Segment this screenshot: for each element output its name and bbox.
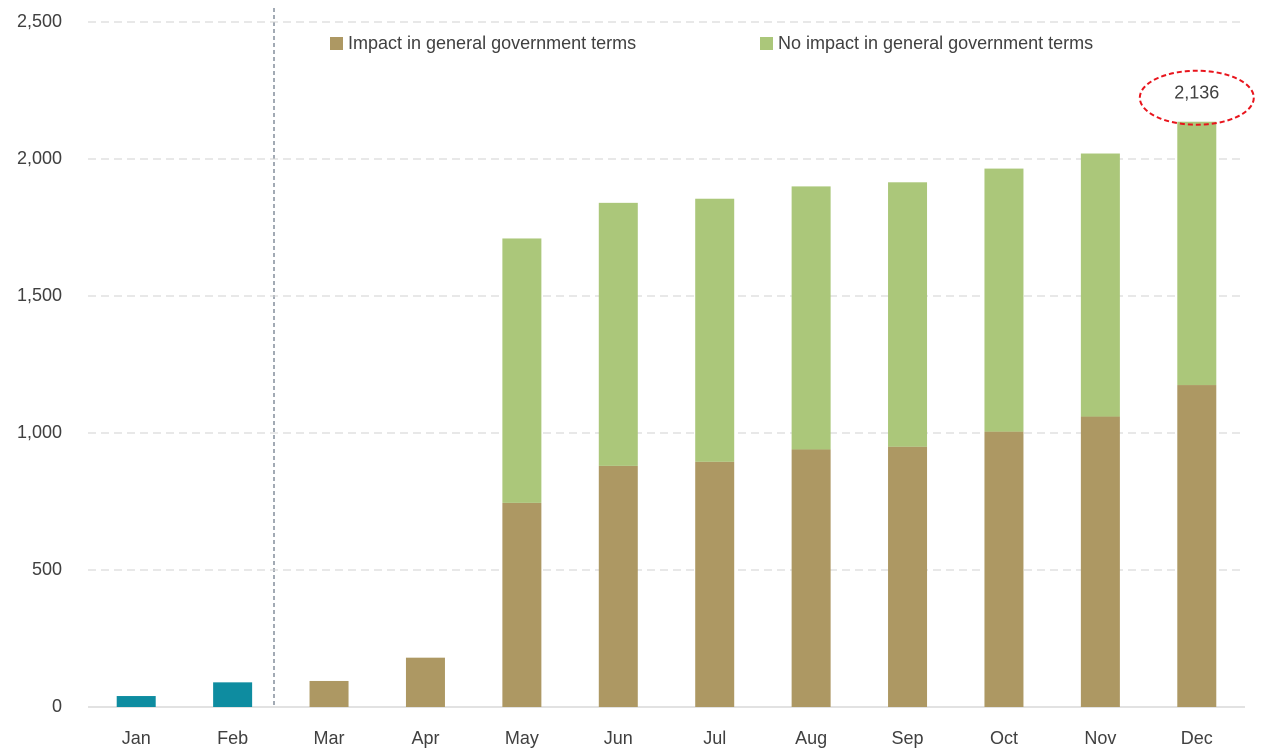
bar-segment (1080, 416, 1120, 707)
x-tick-label: Feb (217, 728, 248, 748)
bar-segment (984, 168, 1024, 432)
annotation-ellipse (1138, 69, 1255, 126)
x-tick-label: Apr (411, 728, 439, 748)
bar-segment (695, 198, 735, 462)
bar-segment (888, 182, 928, 447)
y-tick-label: 2,000 (17, 148, 62, 168)
bar-segment (598, 465, 638, 707)
bar-segment (213, 682, 253, 707)
x-tick-label: Aug (795, 728, 827, 748)
y-tick-label: 1,500 (17, 285, 62, 305)
x-tick-label: Nov (1084, 728, 1116, 748)
bar-segment (502, 502, 542, 707)
y-tick-label: 2,500 (17, 11, 62, 31)
bar-segment (309, 680, 349, 707)
y-tick-label: 500 (32, 559, 62, 579)
legend-swatch (760, 37, 773, 50)
bar-segment (1080, 153, 1120, 417)
bar-segment (791, 186, 831, 450)
bar-segment (888, 446, 928, 707)
legend-swatch (330, 37, 343, 50)
x-tick-label: Oct (990, 728, 1018, 748)
bar-segment (791, 449, 831, 707)
annotation-label: 2,136 (1174, 82, 1219, 102)
y-tick-label: 1,000 (17, 422, 62, 442)
x-tick-label: Dec (1181, 728, 1213, 748)
bar-segment (502, 238, 542, 503)
bar-segment (116, 696, 156, 707)
legend-label: No impact in general government terms (778, 33, 1093, 53)
bar-segment (598, 202, 638, 466)
bar-segment (984, 431, 1024, 707)
bar-segment (1177, 385, 1217, 707)
x-tick-label: Mar (314, 728, 345, 748)
x-tick-label: Jul (703, 728, 726, 748)
bar-segment (695, 461, 735, 707)
x-tick-label: Jun (604, 728, 633, 748)
legend-label: Impact in general government terms (348, 33, 636, 53)
x-tick-label: May (505, 728, 539, 748)
y-tick-label: 0 (52, 696, 62, 716)
x-tick-label: Sep (892, 728, 924, 748)
x-tick-label: Jan (122, 728, 151, 748)
bar-segment (1177, 121, 1217, 386)
bar-segment (405, 657, 445, 707)
